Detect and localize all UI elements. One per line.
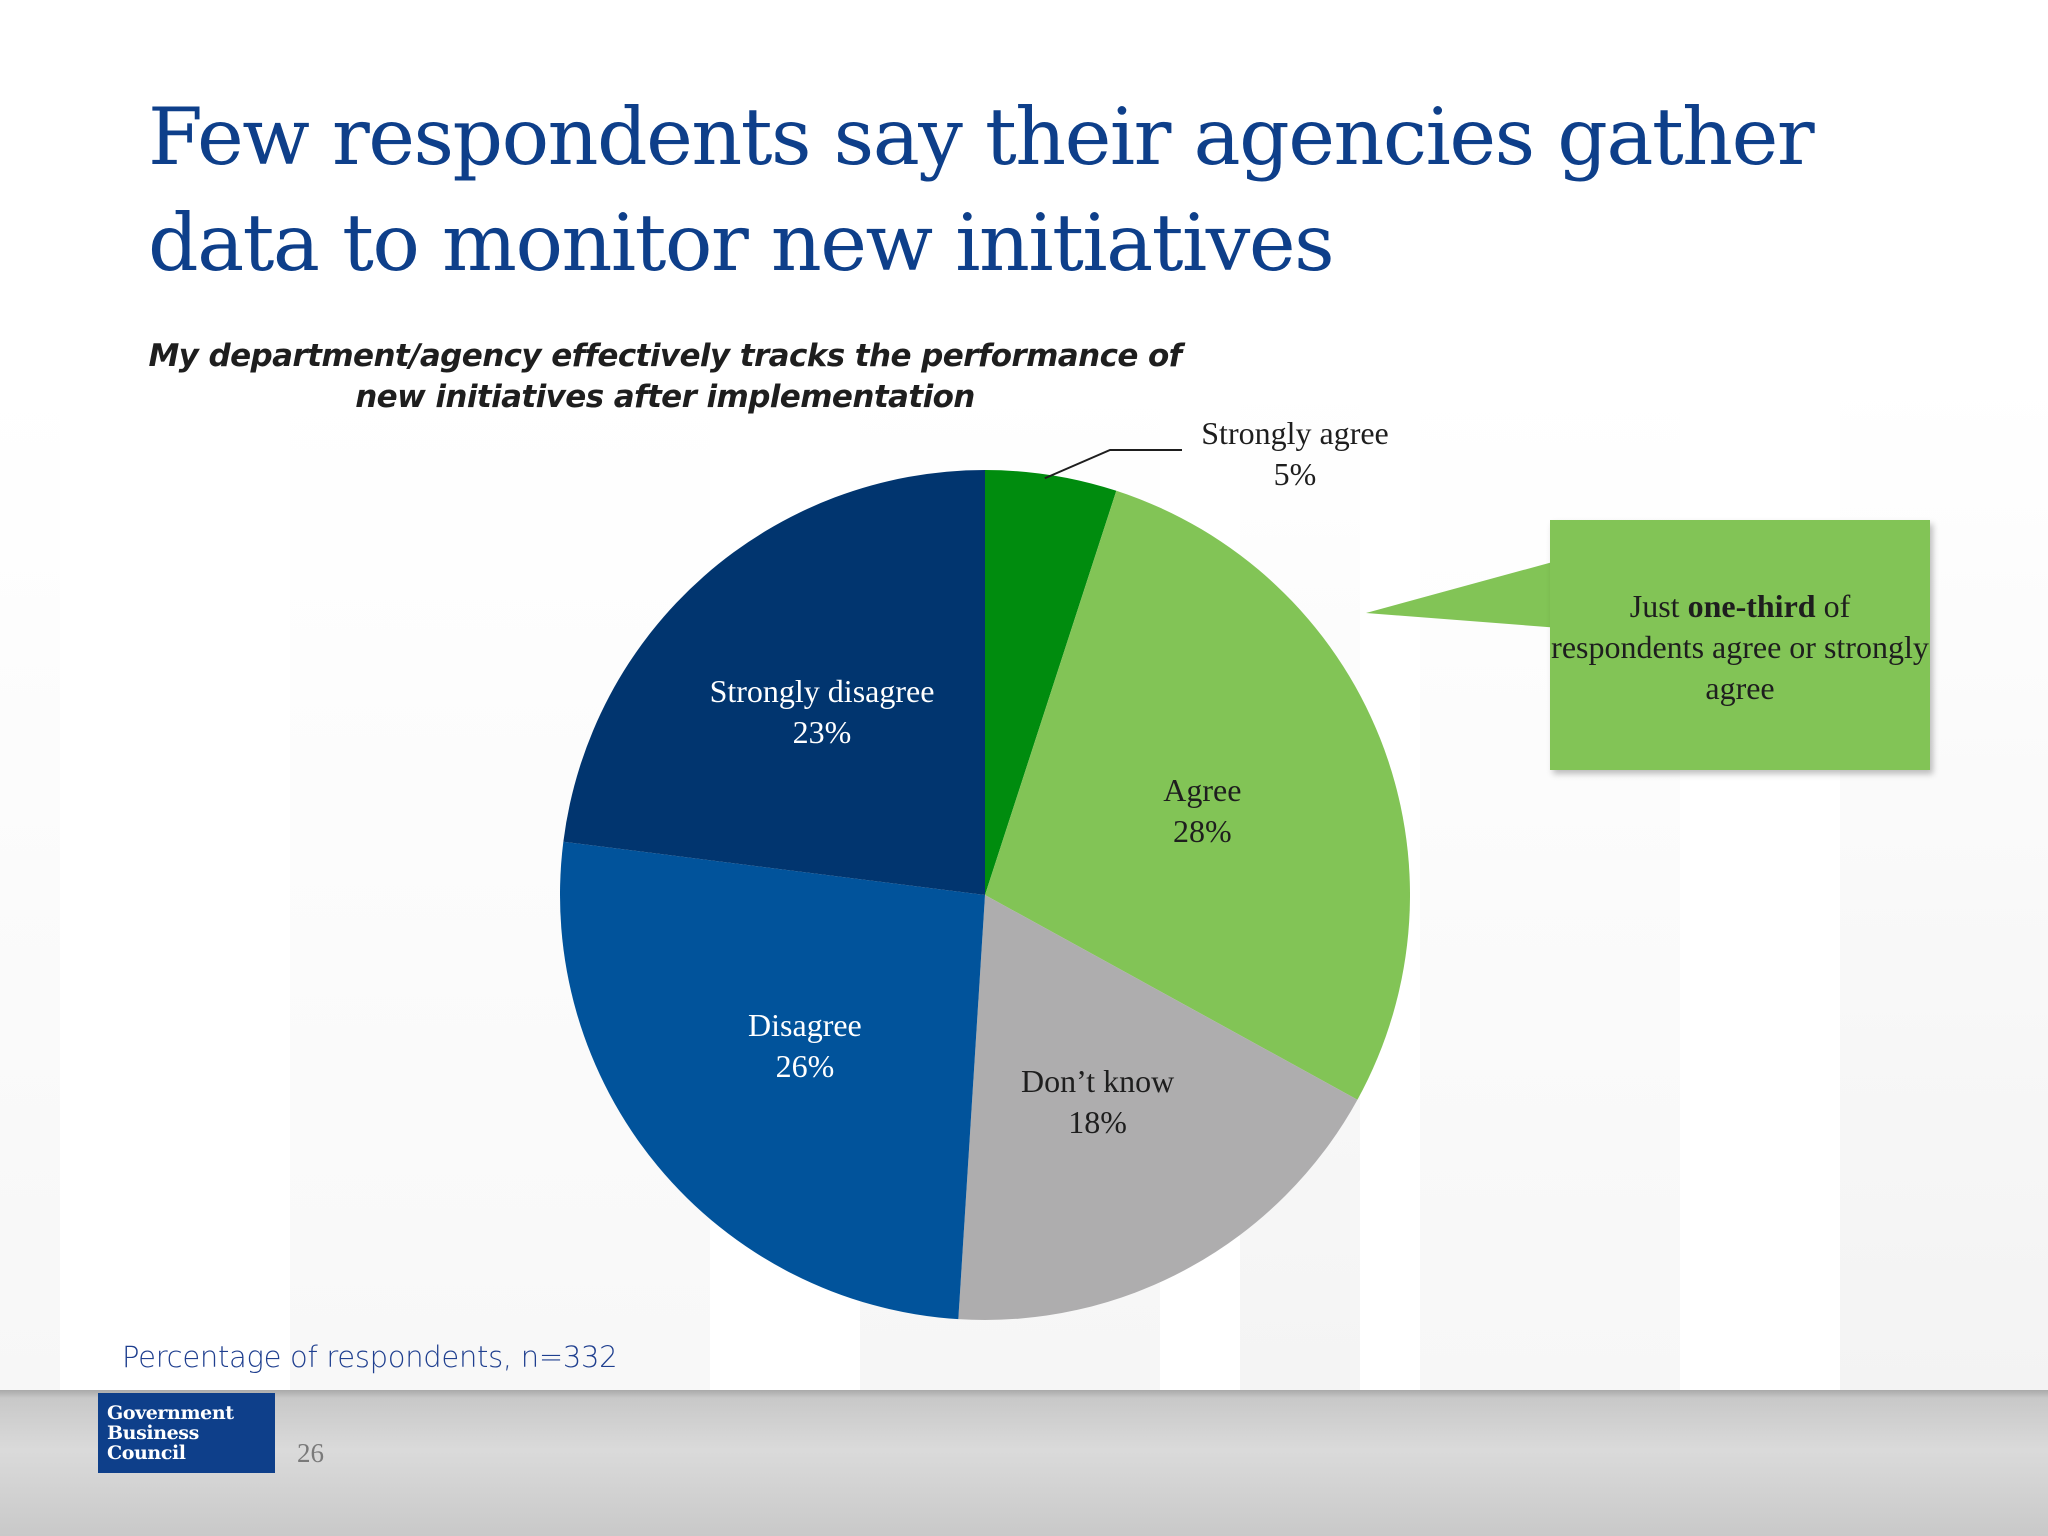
footer-bar bbox=[0, 1390, 2048, 1536]
slide-title: Few respondents say their agencies gathe… bbox=[148, 91, 1815, 289]
footnote: Percentage of respondents, n=332 bbox=[122, 1340, 618, 1374]
page-number: 26 bbox=[297, 1438, 324, 1468]
slice-value: 5% bbox=[1274, 456, 1317, 492]
slice-value: 26% bbox=[776, 1048, 835, 1084]
slice-category: Strongly disagree bbox=[710, 673, 935, 709]
government-business-council-logo: Government Business Council bbox=[98, 1393, 275, 1473]
slice-category: Disagree bbox=[748, 1007, 862, 1043]
leader-line bbox=[1044, 449, 1182, 480]
slice-category: Strongly agree bbox=[1201, 415, 1389, 451]
callout-pointer bbox=[1366, 560, 1560, 628]
pie-slice-strongly-agree bbox=[985, 470, 1117, 895]
chart-question: My department/agency effectively tracks … bbox=[148, 338, 1182, 415]
callout-box bbox=[1550, 520, 1930, 770]
slice-category: Don’t know bbox=[1021, 1063, 1174, 1099]
pie-slice-agree bbox=[985, 490, 1410, 1100]
logo-line-2: Business bbox=[107, 1422, 199, 1444]
slice-value: 28% bbox=[1173, 813, 1232, 849]
pie-chart: Strongly agree 5% Agree 28% Don’t know 18% Dis… bbox=[559, 415, 1410, 1320]
slice-label: Strongly agree 5% bbox=[1201, 415, 1389, 492]
slice-category: Agree bbox=[1163, 772, 1241, 808]
slice-value: 23% bbox=[793, 714, 852, 750]
pie-slice-disagree bbox=[559, 841, 985, 1320]
slice-label: Strongly disagree 23% bbox=[710, 673, 935, 750]
slice-label: Don’t know 18% bbox=[1021, 1063, 1174, 1140]
callout-text: Just one-third of respondents agree or s… bbox=[1551, 588, 1929, 706]
slice-label: Agree 28% bbox=[1163, 772, 1241, 849]
logo-line-1: Government bbox=[107, 1402, 234, 1424]
callout-emphasis: one-third bbox=[1687, 588, 1816, 624]
pie-slice-strongly-disagree bbox=[563, 470, 985, 895]
slice-label: Disagree 26% bbox=[748, 1007, 862, 1084]
logo-line-3: Council bbox=[107, 1442, 186, 1464]
pie-slice-don-t-know bbox=[958, 895, 1358, 1320]
slice-value: 18% bbox=[1068, 1104, 1127, 1140]
